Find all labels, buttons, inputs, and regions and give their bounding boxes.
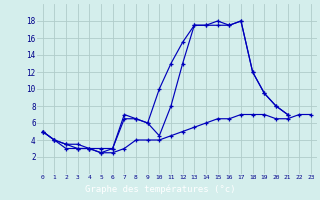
Text: Graphe des températures (°c): Graphe des températures (°c) xyxy=(85,184,235,194)
